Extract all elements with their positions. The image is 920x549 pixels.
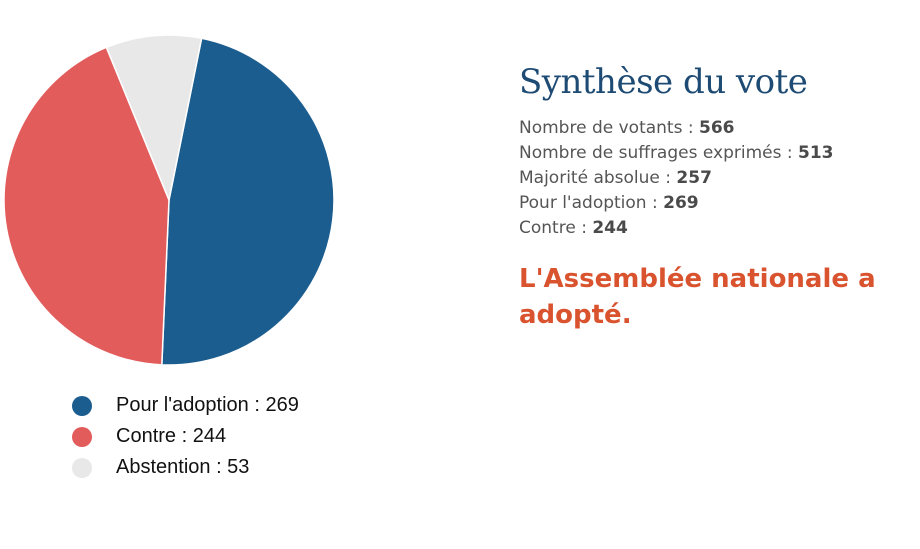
- stat-suffrages-label: Nombre de suffrages exprimés :: [519, 143, 798, 163]
- stat-contre-label: Contre :: [519, 218, 593, 238]
- vote-summary: Synthèse du vote Nombre de votants : 566…: [519, 62, 920, 333]
- legend-item-abstention: Abstention : 53: [72, 452, 299, 483]
- legend-item-pour: Pour l'adoption : 269: [72, 390, 299, 421]
- legend-item-contre: Contre : 244: [72, 421, 299, 452]
- stat-contre: Contre : 244: [519, 216, 920, 241]
- stat-majorite: Majorité absolue : 257: [519, 166, 920, 191]
- legend-dot-contre: [72, 426, 92, 447]
- legend-dot-abstention: [72, 457, 92, 478]
- pie-slice-abstention: [105, 34, 203, 203]
- stat-votants: Nombre de votants : 566: [519, 116, 920, 141]
- vote-pie-chart: [3, 34, 335, 366]
- stat-pour: Pour l'adoption : 269: [519, 191, 920, 216]
- pie-slice-pour: [161, 37, 335, 366]
- legend-dot-pour: [72, 395, 92, 416]
- summary-title: Synthèse du vote: [519, 62, 808, 102]
- stat-votants-value: 566: [698, 118, 735, 138]
- legend-label-pour: Pour l'adoption : 269: [116, 394, 299, 416]
- stat-suffrages: Nombre de suffrages exprimés : 513: [519, 141, 920, 166]
- stat-pour-value: 269: [663, 193, 699, 213]
- stat-majorite-label: Majorité absolue :: [519, 168, 677, 188]
- legend-label-abstention: Abstention : 53: [116, 456, 250, 478]
- stat-suffrages-value: 513: [798, 143, 834, 163]
- chart-legend: Pour l'adoption : 269 Contre : 244 Abste…: [72, 390, 299, 483]
- legend-label-contre: Contre : 244: [116, 425, 227, 447]
- stat-votants-label: Nombre de votants :: [519, 118, 699, 138]
- vote-result-line2: adopté.: [519, 300, 632, 330]
- stat-majorite-value: 257: [676, 168, 712, 188]
- stat-pour-label: Pour l'adoption :: [519, 193, 664, 213]
- vote-result-line1: L'Assemblée nationale a: [519, 264, 876, 294]
- stat-contre-value: 244: [592, 218, 628, 238]
- pie-slice-contre: [3, 46, 170, 366]
- vote-result: L'Assemblée nationale a adopté.: [519, 261, 920, 333]
